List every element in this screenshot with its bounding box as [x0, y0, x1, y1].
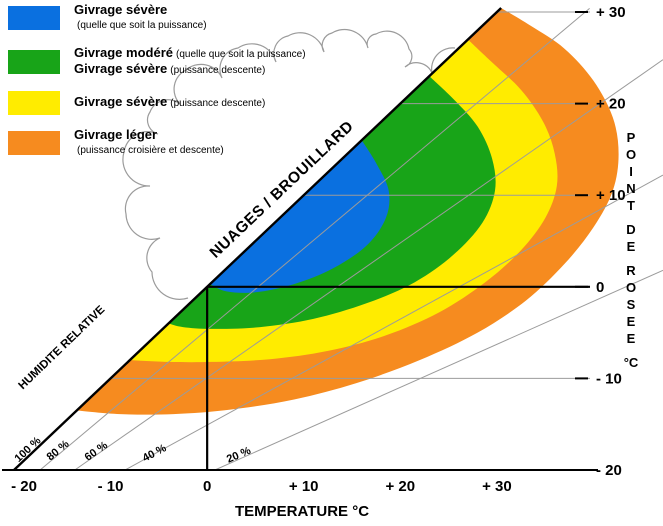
legend-item-givrage-severe: Givrage sévère (quelle que soit la puissa… [8, 3, 306, 33]
humidity-line-label: 60 % [83, 439, 111, 463]
legend-severity-label: Givrage modéré [74, 45, 173, 60]
legend-line: Givrage léger [74, 128, 224, 142]
dew-point-axis-letter: D [626, 222, 635, 237]
humidity-line [74, 59, 663, 471]
legend-item-givrage-leger: Givrage léger (puissance croisière et des… [8, 128, 306, 158]
dew-point-axis-letter: E [627, 314, 636, 329]
legend-severity-label: Givrage léger [74, 127, 158, 142]
legend-text: Givrage léger (puissance croisière et des… [74, 128, 224, 158]
dew-point-axis-letter: S [627, 297, 636, 312]
cloud-outline [122, 28, 456, 300]
y-tick-label: + 20 [596, 96, 626, 113]
y-tick-label: 0 [596, 279, 604, 296]
legend-line: (quelle que soit la puissance) [74, 17, 207, 33]
legend-severity-label: Givrage sévère [74, 2, 168, 17]
legend-item-givrage-modere: Givrage modéré (quelle que soit la puissa… [8, 46, 306, 78]
legend-condition-label: (puissance descente) [170, 98, 266, 109]
legend-line: Givrage sévère [74, 3, 207, 17]
legend-condition-label: (puissance descente) [170, 65, 266, 76]
legend-condition-label: (quelle que soit la puissance) [77, 20, 207, 31]
x-tick-label: 0 [203, 478, 211, 495]
legend-line: Givrage sévère (puissance descente) [74, 62, 306, 78]
y-tick-label: + 10 [596, 187, 626, 204]
legend-text: Givrage sévère (quelle que soit la puissa… [74, 3, 207, 33]
humidity-line-label: 80 % [45, 438, 72, 463]
legend-line: Givrage modéré (quelle que soit la puissa… [74, 46, 306, 62]
humidity-line [124, 174, 663, 471]
x-tick-label: - 20 [11, 478, 37, 495]
legend-text: Givrage sévère (puissance descente) [74, 95, 265, 111]
zone-givrage-severe [210, 140, 390, 293]
legend-line: (puissance croisière et descente) [74, 142, 224, 158]
relative-humidity-annotation: HUMIDITE RELATIVE [16, 303, 107, 392]
saturation-line [13, 7, 502, 471]
humidity-line-label: 40 % [141, 442, 169, 464]
x-tick-label: - 10 [98, 478, 124, 495]
dew-point-axis-letter: I [629, 164, 633, 179]
legend-severity-label: Givrage sévère [74, 61, 168, 76]
x-tick-label: + 10 [289, 478, 319, 495]
dew-point-axis-letter: E [627, 331, 636, 346]
legend-condition-label: (puissance croisière et descente) [77, 145, 224, 156]
legend-severity-label: Givrage sévère [74, 94, 168, 109]
dew-point-axis-unit: °C [624, 355, 639, 370]
legend: Givrage sévère (quelle que soit la puissa… [8, 3, 306, 158]
legend-swatch-green [8, 50, 60, 74]
dew-point-axis-letter: E [627, 239, 636, 254]
y-tick-label: + 30 [596, 4, 626, 21]
legend-line: Givrage sévère (puissance descente) [74, 95, 265, 111]
legend-text: Givrage modéré (quelle que soit la puissa… [74, 46, 306, 78]
x-tick-label: + 20 [385, 478, 415, 495]
humidity-line-label: 20 % [225, 445, 253, 466]
legend-swatch-orange [8, 131, 60, 155]
legend-swatch-blue [8, 6, 60, 30]
dew-point-axis-letter: P [627, 130, 636, 145]
dew-point-axis-letter: O [626, 147, 636, 162]
y-tick-label: - 10 [596, 370, 622, 387]
dew-point-axis-letter: N [626, 181, 635, 196]
humidity-line [39, 8, 590, 471]
humidity-line-label: 100 % [12, 435, 43, 465]
humidity-line [214, 269, 663, 471]
dew-point-axis-letter: O [626, 280, 636, 295]
legend-item-givrage-severe-descente: Givrage sévère (puissance descente) [8, 91, 306, 115]
x-tick-label: + 30 [482, 478, 512, 495]
legend-swatch-yellow [8, 91, 60, 115]
dew-point-axis-letter: R [626, 263, 636, 278]
y-tick-label: - 20 [596, 462, 622, 479]
legend-condition-label: (quelle que soit la puissance) [176, 49, 306, 60]
temperature-axis-title: TEMPERATURE °C [235, 503, 369, 520]
dew-point-axis-letter: T [627, 198, 635, 213]
